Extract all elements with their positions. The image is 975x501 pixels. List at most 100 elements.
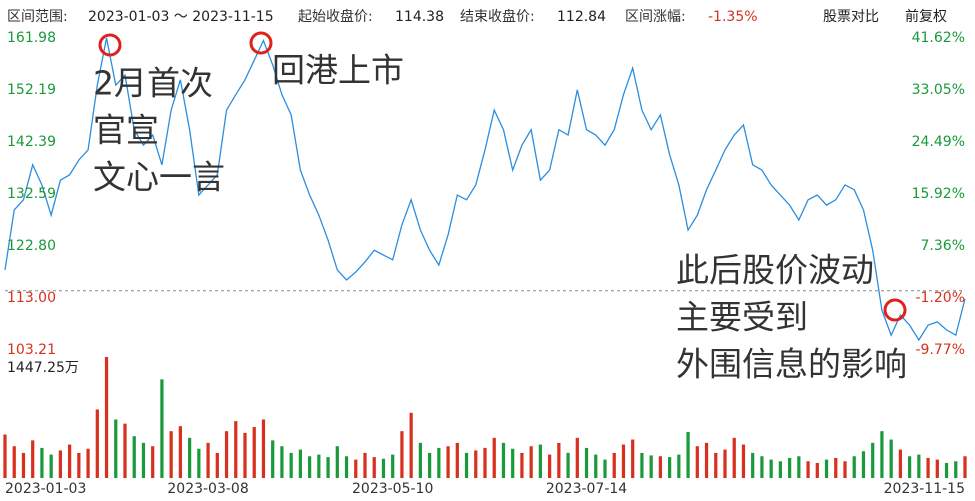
y2-tick-label: 15.92% <box>912 186 965 202</box>
volume-bar <box>714 452 718 478</box>
annotation: 文心一言 <box>93 158 225 197</box>
volume-bar <box>584 447 589 478</box>
highlight-circle <box>249 31 273 55</box>
volume-bar <box>751 452 755 478</box>
range: 2023-01-03 ～ 2023-11-15 <box>88 9 274 25</box>
y-tick-label: 113.00 <box>7 290 56 306</box>
y-tick-label: 103.21 <box>7 342 56 358</box>
x-tick-label: 2023-01-03 <box>5 481 86 497</box>
volume-bar <box>548 454 552 478</box>
volume-bar <box>335 446 339 478</box>
volume-bar <box>437 447 441 478</box>
volume-bar <box>114 419 118 478</box>
volume-bar <box>381 458 386 478</box>
volume-bar <box>908 456 912 478</box>
volume-bar <box>141 442 146 478</box>
y-tick-label: 122.80 <box>7 238 56 254</box>
volume-bar <box>612 452 616 478</box>
volume-bar <box>621 444 626 478</box>
volume-bar <box>640 452 644 478</box>
volume-bar <box>815 462 819 478</box>
volume-bar <box>446 446 450 478</box>
volume-bar <box>215 452 219 478</box>
volume-bar <box>86 448 90 478</box>
volume-bar <box>400 431 404 478</box>
volume-bar <box>31 440 35 478</box>
volume-bar <box>695 446 699 478</box>
volume-bar <box>123 423 127 478</box>
y2-tick-label: 7.36% <box>921 238 965 254</box>
volume-bar <box>852 456 856 478</box>
volume-bar <box>160 379 164 478</box>
volume-bar <box>834 457 838 478</box>
volume-bar <box>963 456 967 478</box>
volume-bar <box>298 449 302 478</box>
x-tick-label: 2023-11-15 <box>884 481 965 497</box>
volume-bar <box>677 454 681 478</box>
volume-bar <box>788 457 792 478</box>
volume-bar <box>954 461 958 478</box>
y-tick-label: 142.39 <box>7 134 56 150</box>
volume-bar <box>464 452 469 478</box>
x-tick-label: 2023-03-08 <box>167 481 248 497</box>
y2-tick-label: -1.20% <box>915 290 965 306</box>
volume-bar <box>760 456 764 478</box>
volume-bar <box>132 436 136 478</box>
volume-bar <box>280 446 284 478</box>
volume-bar <box>188 437 192 478</box>
volume-bar <box>58 450 62 478</box>
y-tick-label: 132.59 <box>7 186 56 202</box>
volume-bar <box>501 442 506 478</box>
volume-bar <box>898 449 902 478</box>
volume-bar <box>917 454 921 478</box>
compare-button[interactable]: 股票对比 <box>823 9 879 25</box>
volume-bar <box>49 454 53 478</box>
volume-bar <box>21 452 26 478</box>
volume-bar <box>308 456 312 478</box>
start-label: 起始收盘价: <box>298 8 373 25</box>
volume-bar <box>575 437 579 478</box>
volume-bar <box>889 439 893 478</box>
volume-bar <box>252 426 256 478</box>
annotation: 外围信息的影响 <box>676 345 907 384</box>
volume-bar <box>880 431 884 478</box>
volume-bar <box>409 412 413 478</box>
volume-bar <box>603 459 607 478</box>
volume-bar <box>206 442 210 478</box>
highlight-circle <box>98 33 122 57</box>
volume-bar <box>224 431 229 478</box>
volume-bar <box>77 452 81 478</box>
volume-bar <box>557 442 561 478</box>
volume-bar <box>529 446 533 478</box>
x-tick-label: 2023-05-10 <box>352 481 433 497</box>
volume-bar <box>806 461 810 478</box>
volume-bar <box>658 456 662 478</box>
adjust-button[interactable]: 前复权 <box>905 8 947 25</box>
volume-bar <box>538 444 542 478</box>
y2-tick-label: 33.05% <box>912 82 965 98</box>
volume-bar <box>926 457 930 478</box>
volume-bar <box>649 455 653 478</box>
volume-bar <box>944 462 949 478</box>
volume-bar <box>243 432 247 478</box>
volume-bar <box>483 447 487 478</box>
volume-bar <box>861 451 866 478</box>
annotation: 回港上市 <box>272 51 404 90</box>
y-tick-label: 152.19 <box>7 82 56 98</box>
volume-bar <box>566 452 570 478</box>
volume-bar <box>3 434 7 478</box>
annotation: 官宣 <box>93 111 159 150</box>
volume-tick-label: 1447.25万 <box>7 360 79 376</box>
volume-bar <box>871 442 875 478</box>
highlight-circle <box>883 298 907 322</box>
volume-bar <box>169 431 173 478</box>
end-label: 结束收盘价: <box>460 8 535 25</box>
volume-bar <box>631 439 635 478</box>
volume-bar <box>428 452 432 478</box>
change-label: 区间涨幅: <box>625 9 686 25</box>
volume-bar <box>151 446 155 478</box>
volume-bar <box>95 409 99 478</box>
volume-bar <box>40 447 44 478</box>
volume-bar <box>104 357 109 478</box>
